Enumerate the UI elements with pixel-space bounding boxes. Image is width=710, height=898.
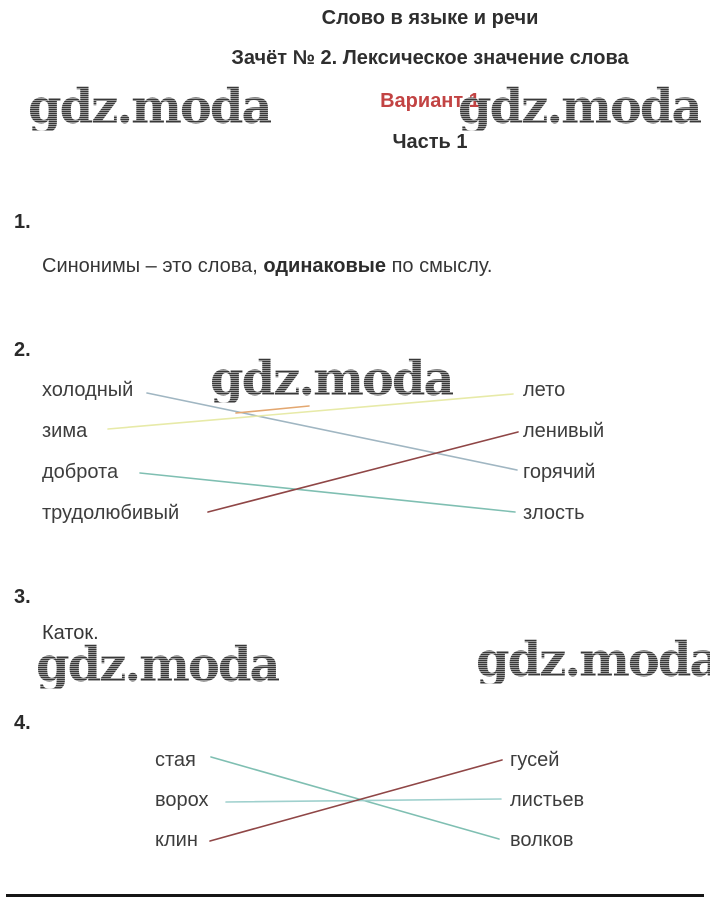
match-word-dobrota: доброта (42, 461, 119, 483)
section-3-number: 3. (14, 586, 31, 608)
line-trudolyubivy-lenivy (207, 431, 519, 513)
watermark-section2: gdz.moda (210, 351, 455, 407)
match-word-klin: клин (155, 829, 198, 851)
match-word-zlost: злость (523, 502, 585, 524)
variant-label: Вариант 1 (380, 90, 480, 112)
part-label: Часть 1 (392, 131, 468, 153)
line-klin-gusey (209, 759, 503, 842)
match-word-gusey: гусей (510, 749, 560, 771)
line-dobrota-zlost (139, 472, 516, 513)
watermark-section3-right: gdz.moda (476, 636, 710, 684)
match-word-leto: лето (523, 379, 566, 401)
bottom-divider (6, 894, 704, 897)
section-1-number: 1. (14, 211, 31, 233)
section-2-number: 2. (14, 339, 31, 361)
match-word-goryachiy: горячий (523, 461, 596, 483)
answer-text-bold: одинаковые (263, 255, 387, 277)
section-3-answer: Каток. (42, 622, 99, 644)
line-zima-leto-orange (235, 405, 310, 414)
match-word-zima: зима (42, 420, 88, 442)
line-vorokh-listev (225, 798, 502, 803)
match-word-staya: стая (155, 749, 196, 771)
watermark-section3-left: gdz.moda (36, 637, 281, 693)
section-4-number: 4. (14, 712, 31, 734)
match-word-volkov: волков (510, 829, 574, 851)
watermark-header-left: gdz.moda (28, 79, 273, 135)
match-word-trudolyubivy: трудолюбивый (42, 502, 180, 524)
test-subtitle: Зачёт № 2. Лексическое значение слова (231, 47, 629, 69)
section-1-answer: Синонимы – это слова, одинаковые по смыс… (42, 254, 492, 278)
line-staya-volkov (210, 756, 500, 840)
answer-text-prefix: Синонимы – это слова, (42, 255, 264, 277)
watermark-header-right: gdz.moda (458, 79, 703, 135)
match-word-lenivy: ленивый (523, 420, 605, 442)
page-title: Слово в языке и речи (321, 7, 539, 29)
match-word-listev: листьев (510, 789, 585, 811)
answer-text-suffix: по смыслу. (386, 255, 493, 277)
match-word-holodny: холодный (42, 379, 134, 401)
match-word-vorokh: ворох (155, 789, 209, 811)
